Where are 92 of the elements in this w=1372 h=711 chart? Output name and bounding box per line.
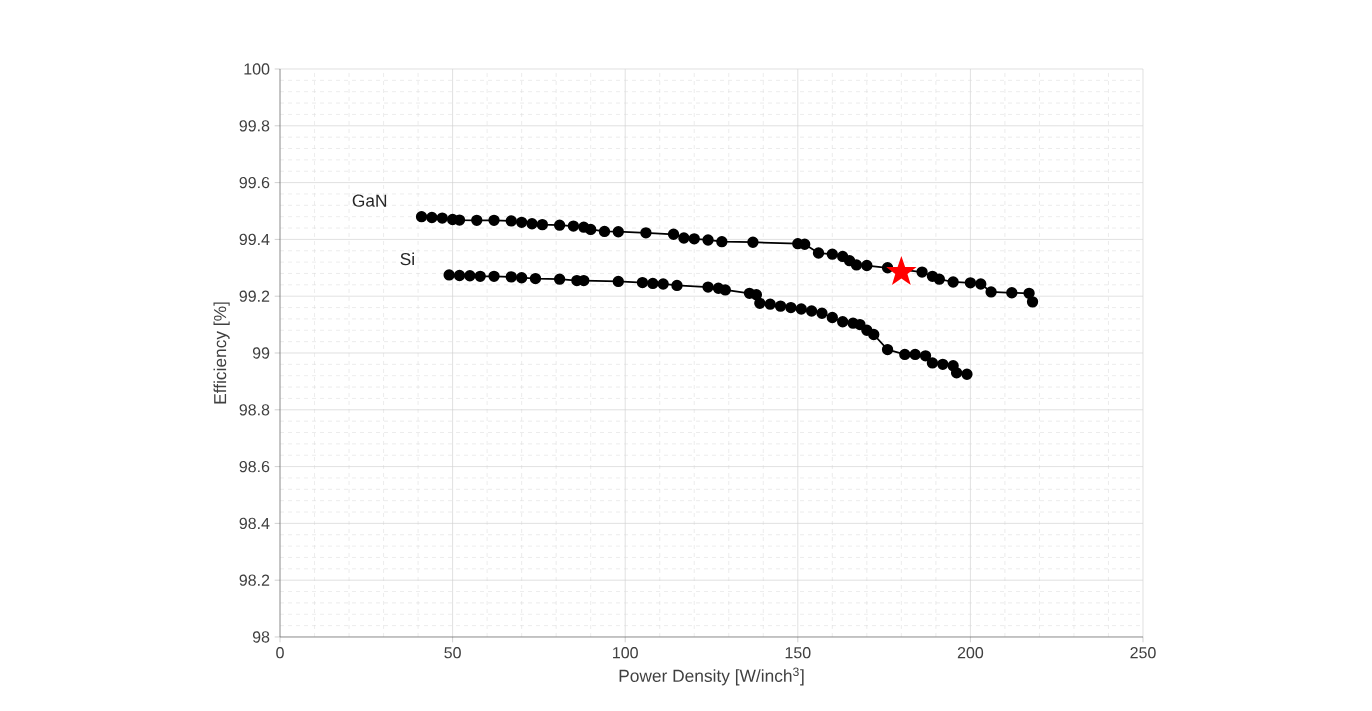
- point: [1026, 296, 1039, 308]
- point: [764, 298, 776, 310]
- point: [636, 276, 649, 289]
- point: [964, 277, 977, 289]
- point: [716, 235, 728, 248]
- point: [719, 284, 731, 296]
- point: [909, 348, 921, 361]
- point: [795, 303, 807, 315]
- y-tick-label: 100: [244, 63, 270, 75]
- point: [919, 350, 932, 362]
- point: [505, 271, 517, 283]
- point: [837, 316, 849, 328]
- point: [488, 214, 500, 227]
- point: [612, 275, 624, 288]
- point: [488, 270, 500, 282]
- point: [426, 211, 438, 224]
- point: [975, 278, 987, 290]
- point: [868, 328, 880, 341]
- point: [529, 272, 542, 285]
- point: [961, 368, 973, 380]
- point: [657, 278, 669, 290]
- point: [598, 225, 611, 238]
- point: [671, 279, 683, 292]
- point: [553, 273, 566, 285]
- point: [702, 234, 714, 246]
- point: [899, 348, 911, 361]
- point: [612, 226, 624, 238]
- y-tick-label: 99.2: [239, 290, 270, 302]
- point: [850, 259, 863, 271]
- point: [826, 248, 838, 260]
- x-tick-label: 200: [957, 647, 984, 659]
- point: [436, 212, 448, 224]
- y-tick-label: 98.2: [239, 574, 270, 586]
- point: [443, 269, 455, 281]
- point: [886, 256, 917, 285]
- point: [505, 215, 517, 227]
- point: [667, 228, 680, 240]
- point: [640, 227, 652, 239]
- point: [933, 273, 945, 285]
- point: [926, 357, 939, 369]
- x-tick-label: 0: [276, 647, 284, 659]
- point: [854, 318, 866, 331]
- point: [536, 218, 549, 231]
- series-label: Si: [400, 252, 414, 266]
- point: [754, 297, 766, 309]
- point: [585, 223, 597, 236]
- point: [826, 311, 838, 324]
- point: [916, 266, 928, 278]
- y-tick-label: 99: [252, 347, 270, 359]
- point: [812, 247, 825, 259]
- point: [947, 276, 959, 288]
- point: [861, 259, 873, 272]
- point: [515, 216, 528, 229]
- series-label: GaN: [352, 194, 387, 207]
- point: [415, 211, 428, 223]
- y-tick-label: 98.8: [239, 404, 270, 416]
- point: [747, 236, 759, 248]
- point: [1023, 287, 1035, 300]
- point: [647, 277, 659, 290]
- y-tick-label: 98.4: [239, 517, 270, 530]
- x-tick-label: 50: [444, 647, 461, 659]
- y-tick-label: 98: [252, 631, 270, 643]
- point: [567, 220, 580, 232]
- y-axis-title: Efficiency [%]: [213, 302, 230, 404]
- x-tick-label: 250: [1130, 647, 1156, 659]
- point: [702, 281, 714, 293]
- point: [688, 233, 700, 245]
- y-tick-label: 99.8: [239, 120, 270, 132]
- point: [453, 269, 466, 282]
- point: [526, 218, 538, 230]
- point: [799, 238, 811, 250]
- point: [774, 300, 787, 312]
- y-tick-label: 99.6: [239, 176, 270, 189]
- point: [950, 367, 963, 379]
- y-tick-label: 98.6: [239, 460, 270, 473]
- point: [937, 358, 949, 371]
- point: [678, 232, 690, 244]
- point: [474, 270, 486, 282]
- x-tick-label: 150: [785, 647, 811, 659]
- y-tick-label: 99.4: [239, 233, 270, 246]
- point: [1006, 287, 1018, 299]
- point: [805, 305, 818, 317]
- x-tick-label: 100: [613, 647, 638, 659]
- point: [471, 214, 483, 227]
- x-axis-title: Power Density [W/inch$^{3}$]: [619, 667, 804, 686]
- point: [985, 286, 997, 298]
- point: [515, 272, 528, 284]
- point: [881, 343, 894, 356]
- point: [785, 301, 797, 314]
- point: [553, 219, 566, 231]
- point: [816, 307, 828, 319]
- point: [464, 270, 476, 282]
